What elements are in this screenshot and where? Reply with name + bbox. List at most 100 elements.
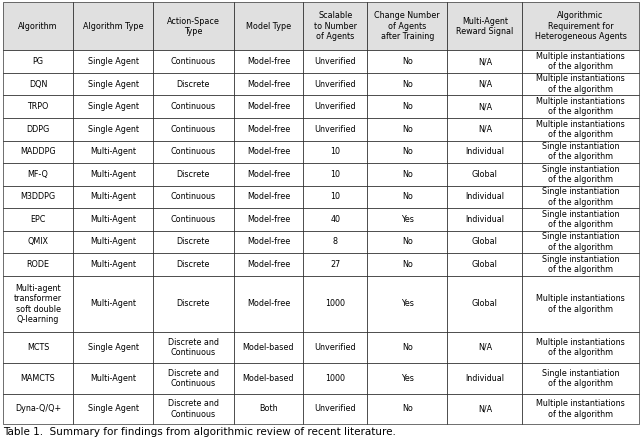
Text: No: No	[402, 192, 413, 202]
Bar	[73, 363, 153, 393]
Bar	[73, 332, 153, 363]
Text: Multiple instantiations
of the algorithm: Multiple instantiations of the algorithm	[536, 52, 625, 71]
Text: Multiple instantiations
of the algorithm: Multiple instantiations of the algorithm	[536, 399, 625, 419]
Text: Multi-Agent: Multi-Agent	[90, 260, 136, 269]
Bar	[367, 2, 447, 50]
Text: Yes: Yes	[401, 215, 413, 224]
Bar	[153, 208, 234, 231]
Bar	[303, 2, 367, 50]
Bar	[73, 95, 153, 118]
Bar	[153, 393, 234, 424]
Text: Multi-Agent: Multi-Agent	[90, 215, 136, 224]
Bar	[73, 118, 153, 141]
Text: Multi-agent
transformer
soft double
Q-learning: Multi-agent transformer soft double Q-le…	[14, 284, 62, 324]
Bar	[367, 95, 447, 118]
Text: Individual: Individual	[465, 147, 504, 156]
Text: Model-free: Model-free	[247, 57, 290, 66]
Bar	[522, 231, 639, 253]
Bar	[3, 2, 73, 50]
Text: Discrete: Discrete	[177, 170, 210, 179]
Bar	[234, 332, 303, 363]
Bar	[303, 332, 367, 363]
Text: Model-free: Model-free	[247, 192, 290, 202]
Bar	[522, 208, 639, 231]
Bar	[303, 141, 367, 163]
Text: QMIX: QMIX	[28, 237, 49, 247]
Bar	[447, 208, 522, 231]
Bar	[73, 73, 153, 95]
Bar	[234, 253, 303, 276]
Text: Unverified: Unverified	[314, 125, 356, 134]
Text: Individual: Individual	[465, 374, 504, 383]
Text: Single Agent: Single Agent	[88, 125, 139, 134]
Text: Discrete: Discrete	[177, 260, 210, 269]
Text: Single Agent: Single Agent	[88, 343, 139, 352]
Text: No: No	[402, 147, 413, 156]
Bar	[522, 393, 639, 424]
Text: Change Number
of Agents
after Training: Change Number of Agents after Training	[374, 11, 440, 41]
Bar	[303, 163, 367, 186]
Bar	[153, 231, 234, 253]
Bar	[153, 2, 234, 50]
Text: Single instantiation
of the algorithm: Single instantiation of the algorithm	[542, 142, 620, 161]
Text: Global: Global	[472, 260, 498, 269]
Bar	[367, 208, 447, 231]
Bar	[522, 186, 639, 208]
Text: Multiple instantiations
of the algorithm: Multiple instantiations of the algorithm	[536, 294, 625, 314]
Text: M3DDPG: M3DDPG	[20, 192, 56, 202]
Text: No: No	[402, 57, 413, 66]
Bar	[153, 50, 234, 73]
Text: MADDPG: MADDPG	[20, 147, 56, 156]
Bar	[522, 141, 639, 163]
Bar	[73, 208, 153, 231]
Text: Dyna-Q/Q+: Dyna-Q/Q+	[15, 404, 61, 413]
Bar	[303, 208, 367, 231]
Text: Continuous: Continuous	[171, 102, 216, 111]
Text: Model-based: Model-based	[243, 343, 294, 352]
Bar	[522, 50, 639, 73]
Text: N/A: N/A	[478, 102, 492, 111]
Text: Unverified: Unverified	[314, 404, 356, 413]
Text: Single instantiation
of the algorithm: Single instantiation of the algorithm	[542, 164, 620, 184]
Bar	[303, 118, 367, 141]
Bar	[522, 276, 639, 332]
Text: Yes: Yes	[401, 299, 413, 309]
Bar	[153, 163, 234, 186]
Text: No: No	[402, 80, 413, 89]
Text: 1000: 1000	[325, 299, 345, 309]
Text: No: No	[402, 125, 413, 134]
Text: Unverified: Unverified	[314, 343, 356, 352]
Bar	[447, 393, 522, 424]
Bar	[153, 332, 234, 363]
Text: Model-free: Model-free	[247, 215, 290, 224]
Text: No: No	[402, 170, 413, 179]
Text: Model-free: Model-free	[247, 170, 290, 179]
Text: N/A: N/A	[478, 404, 492, 413]
Bar	[3, 276, 73, 332]
Text: No: No	[402, 260, 413, 269]
Text: Multi-Agent: Multi-Agent	[90, 237, 136, 247]
Bar	[234, 73, 303, 95]
Text: Single Agent: Single Agent	[88, 404, 139, 413]
Bar	[234, 186, 303, 208]
Text: Discrete and
Continuous: Discrete and Continuous	[168, 338, 219, 357]
Text: Multi-Agent: Multi-Agent	[90, 299, 136, 309]
Bar	[3, 118, 73, 141]
Text: Single instantiation
of the algorithm: Single instantiation of the algorithm	[542, 255, 620, 274]
Bar	[153, 73, 234, 95]
Bar	[522, 2, 639, 50]
Text: N/A: N/A	[478, 343, 492, 352]
Bar	[447, 50, 522, 73]
Text: Table 1.  Summary for findings from algorithmic review of recent literature.: Table 1. Summary for findings from algor…	[3, 427, 396, 437]
Bar	[234, 393, 303, 424]
Bar	[3, 363, 73, 393]
Bar	[447, 73, 522, 95]
Bar	[234, 363, 303, 393]
Text: No: No	[402, 404, 413, 413]
Text: 8: 8	[333, 237, 338, 247]
Bar	[447, 163, 522, 186]
Bar	[303, 50, 367, 73]
Bar	[522, 73, 639, 95]
Bar	[303, 95, 367, 118]
Text: Discrete: Discrete	[177, 237, 210, 247]
